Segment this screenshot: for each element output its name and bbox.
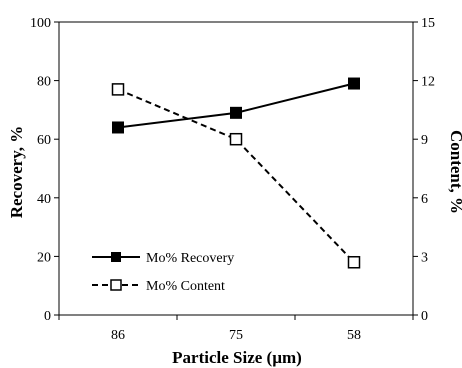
legend-marker-recovery xyxy=(111,252,121,262)
left-tick-label: 80 xyxy=(37,75,51,90)
right-tick-label: 12 xyxy=(421,75,435,90)
right-tick-label: 3 xyxy=(421,250,428,265)
left-tick-label: 20 xyxy=(37,250,51,265)
left-tick-label: 0 xyxy=(44,309,51,324)
data-point-mo-content xyxy=(111,83,125,96)
right-axis-ticks: 0 3 6 9 12 15 xyxy=(413,16,435,324)
series-layer xyxy=(111,77,361,269)
legend-marker-content xyxy=(110,279,122,291)
legend: Mo% Recovery Mo% Content xyxy=(92,251,234,294)
data-point-mo-recovery xyxy=(348,77,360,90)
data-point-mo-recovery xyxy=(230,106,242,119)
data-point-mo-recovery xyxy=(112,121,124,134)
legend-item-content: Mo% Content xyxy=(92,279,225,294)
right-tick-label: 15 xyxy=(421,16,435,31)
legend-label-content: Mo% Content xyxy=(146,279,225,294)
legend-label-recovery: Mo% Recovery xyxy=(146,251,234,266)
series-mo-recovery xyxy=(112,77,360,134)
right-tick-label: 9 xyxy=(421,133,428,148)
left-tick-label: 100 xyxy=(30,16,51,31)
left-tick-label: 60 xyxy=(37,133,51,148)
series-mo-content xyxy=(111,83,361,269)
right-tick-label: 0 xyxy=(421,309,428,324)
legend-item-recovery: Mo% Recovery xyxy=(92,251,234,266)
data-point-mo-content xyxy=(347,256,361,269)
right-tick-label: 6 xyxy=(421,192,428,207)
plot-area-frame xyxy=(58,21,414,316)
left-tick-label: 40 xyxy=(37,192,51,207)
x-axis-ticks: 86 75 58 xyxy=(58,315,414,343)
left-axis-ticks: 0 20 40 60 80 100 xyxy=(30,16,59,324)
data-point-mo-content xyxy=(229,132,243,146)
x-tick-label: 58 xyxy=(347,328,361,343)
series-line-mo-content xyxy=(117,88,355,263)
x-tick-label: 75 xyxy=(229,328,243,343)
left-axis-title: Recovery, % xyxy=(7,126,26,219)
x-axis-title: Particle Size (µm) xyxy=(172,348,302,367)
x-tick-label: 86 xyxy=(111,328,125,343)
right-axis-title: Content, % xyxy=(447,130,462,214)
